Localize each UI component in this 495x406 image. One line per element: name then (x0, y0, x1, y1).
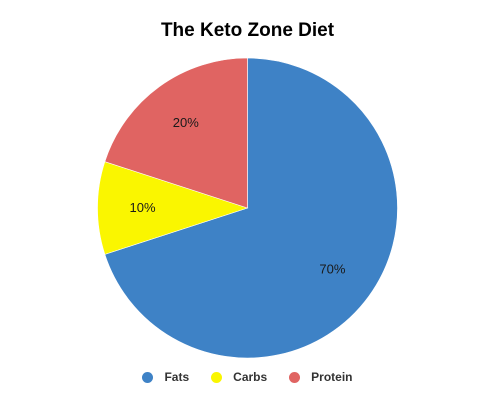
legend-swatch-carbs (211, 371, 223, 383)
legend-item-fats: Fats (142, 370, 189, 384)
legend-label-carbs: Carbs (233, 370, 268, 384)
slice-label-protein: 20% (173, 115, 199, 130)
slice-label-carbs: 10% (129, 200, 155, 215)
pie-slice-carbs (97, 161, 249, 255)
legend-label-fats: Fats (164, 370, 190, 384)
chart-title: The Keto Zone Diet (160, 20, 335, 41)
pie-slice-protein (104, 57, 248, 209)
legend-swatch-fats (142, 371, 154, 383)
pie-slice-fats (104, 57, 398, 359)
slice-label-fats: 70% (319, 262, 345, 277)
legend-item-protein: Protein (289, 370, 353, 384)
legend-swatch-protein (289, 371, 301, 383)
legend: Fats Carbs Protein (0, 370, 495, 384)
legend-item-carbs: Carbs (211, 370, 267, 384)
legend-label-protein: Protein (311, 370, 353, 384)
